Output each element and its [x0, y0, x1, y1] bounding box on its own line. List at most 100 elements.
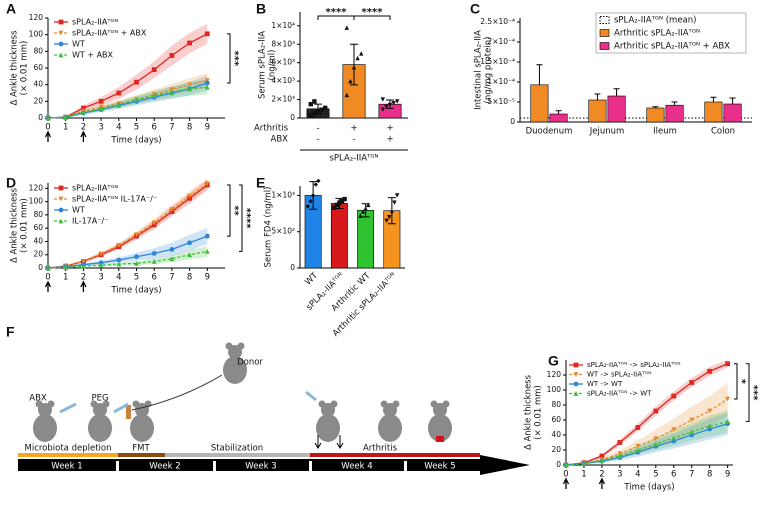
x-tick-label: 6 [151, 273, 156, 283]
series-line [47, 33, 208, 119]
marker [563, 462, 569, 468]
x-tick-label: 2 [599, 470, 604, 480]
injection-arrows [314, 435, 344, 449]
marker [204, 31, 210, 37]
significance-bracket [353, 15, 391, 20]
marker [319, 107, 324, 112]
panel-label: G [548, 353, 559, 369]
panel-label: C [470, 1, 480, 17]
y-tick-label: 60 [551, 415, 561, 424]
marker [380, 107, 385, 112]
x-tick-label: Jejunum [589, 127, 625, 137]
marker [316, 178, 321, 184]
marker [366, 202, 371, 208]
legend-swatch [599, 29, 610, 37]
series-line [47, 86, 208, 119]
marker [348, 78, 353, 84]
marker [58, 19, 64, 25]
significance-label: *** [748, 385, 759, 401]
significance-label: **** [241, 208, 252, 230]
series-line [47, 183, 208, 269]
treatment-arrow [598, 477, 605, 489]
y-axis-label: Serum FD4 (ng/ml) [264, 187, 274, 268]
y-axis-label: Intestinal sPLA₂-IIA [474, 30, 484, 110]
x-tick-label: Colon [711, 127, 735, 137]
y-tick-label: 40 [33, 80, 43, 89]
marker [689, 417, 695, 423]
legend-swatch [599, 42, 610, 50]
y-axis-label: (ng/mg protein) [484, 37, 494, 104]
marker [392, 200, 397, 205]
marker [98, 262, 104, 268]
y-tick-label: 0 [290, 263, 295, 272]
x-tick-label: 8 [707, 470, 712, 480]
marker [707, 423, 713, 429]
table-cell: + [350, 124, 357, 134]
bar [607, 95, 626, 123]
tube [126, 405, 131, 419]
marker [389, 210, 395, 216]
marker [360, 209, 366, 214]
marker [151, 220, 157, 226]
marker [363, 206, 368, 211]
error-bar [729, 97, 736, 104]
week-label: Week 2 [149, 462, 180, 472]
marker [581, 461, 587, 466]
marker [151, 93, 157, 98]
y-axis-label: (× 0.01 mm) [20, 198, 30, 253]
error-bar [710, 96, 717, 102]
y-tick-label: 80 [33, 210, 43, 219]
y-tick-label: 4×10³ [271, 76, 295, 85]
marker [653, 441, 659, 447]
marker [204, 84, 210, 90]
legend-label: WT -> WT [587, 380, 623, 388]
table-row-label: ABX [271, 135, 289, 145]
panel-label: E [256, 175, 265, 191]
error-bar [555, 110, 562, 114]
legend-label: sPLA₂-IIAᵀᴳᴺ [72, 184, 118, 193]
error-bar [613, 88, 620, 96]
swollen-paw [436, 436, 444, 442]
marker [334, 202, 339, 208]
y-tick-label: 100 [547, 385, 562, 394]
marker [134, 232, 139, 238]
x-tick-label: 5 [134, 273, 139, 283]
marker [169, 256, 175, 262]
phase-label: Arthritis [363, 444, 398, 454]
timeline-graphic [18, 342, 530, 475]
panel-label: D [6, 175, 16, 191]
legend-label: IL-17A⁻/⁻ [72, 217, 108, 226]
marker [387, 215, 392, 220]
significance-bracket [734, 363, 738, 400]
marker [599, 453, 605, 459]
significance-label: **** [362, 7, 384, 18]
marker [312, 99, 317, 104]
marker [573, 391, 579, 396]
legend-label: sPLA₂-IIAᵀᴳᴺ -> sPLA₂-IIAᵀᴳᴺ [587, 361, 681, 369]
y-tick-label: 0 [38, 263, 43, 272]
marker [98, 106, 104, 112]
x-tick-label: 9 [205, 273, 210, 283]
y-tick-label: 0 [556, 460, 561, 469]
marker [707, 408, 713, 414]
y-tick-label: 5×10⁻⁵ [487, 97, 515, 106]
panel-label: A [6, 1, 16, 17]
error-band [48, 246, 208, 268]
significance-label: *** [229, 51, 240, 67]
y-tick-label: 80 [551, 400, 561, 409]
x-tick-label: 4 [635, 470, 640, 480]
week-label: Week 3 [245, 462, 276, 472]
error-band [566, 410, 728, 465]
x-axis-label: Time (days) [623, 483, 674, 493]
y-tick-label: 40 [33, 236, 43, 245]
marker [98, 260, 104, 266]
transfer-arrow [131, 374, 223, 411]
error-bar [652, 106, 659, 108]
bar [665, 104, 684, 123]
x-tick-label: 1 [581, 470, 586, 480]
series-line [565, 420, 728, 466]
y-tick-label: 20 [33, 96, 43, 105]
marker [671, 427, 677, 433]
y-tick-label: 1.5×10⁻⁴ [480, 57, 515, 66]
x-tick-label: 9 [725, 470, 730, 480]
